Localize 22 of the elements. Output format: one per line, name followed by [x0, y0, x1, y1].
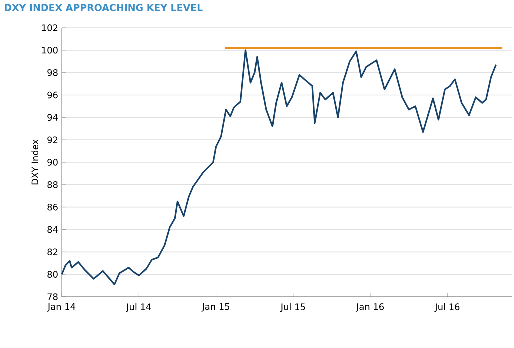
x-tick-label: Jan 16: [356, 304, 384, 312]
y-tick-label: 90: [48, 159, 58, 166]
y-tick-label: 98: [48, 69, 58, 76]
y-tick-label: 88: [48, 182, 58, 188]
y-tick-label: 92: [48, 136, 58, 144]
y-tick-label: 94: [48, 114, 58, 122]
y-tick-label: 96: [48, 92, 58, 99]
y-tick-label: 78: [48, 294, 58, 300]
y-tick-label: 84: [48, 226, 58, 234]
line-series: [61, 50, 498, 286]
y-tick-label: 86: [48, 204, 58, 211]
y-tick-label: 100: [42, 47, 58, 54]
x-tick-label: Jul 14: [126, 304, 152, 312]
x-tick-label: Jul 16: [434, 304, 460, 312]
x-tick-label: Jan 15: [202, 304, 230, 312]
y-tick-label: 82: [48, 248, 58, 256]
y-tick-label: 102: [42, 24, 58, 32]
y-tick-label: 80: [48, 271, 58, 278]
x-tick-label: Jan 14: [47, 304, 76, 312]
y-axis-title: DXY Index: [32, 140, 39, 185]
x-tick-label: Jul 15: [280, 304, 306, 312]
chart-title: DXY INDEX APPROACHING KEY LEVEL: [5, 4, 203, 12]
